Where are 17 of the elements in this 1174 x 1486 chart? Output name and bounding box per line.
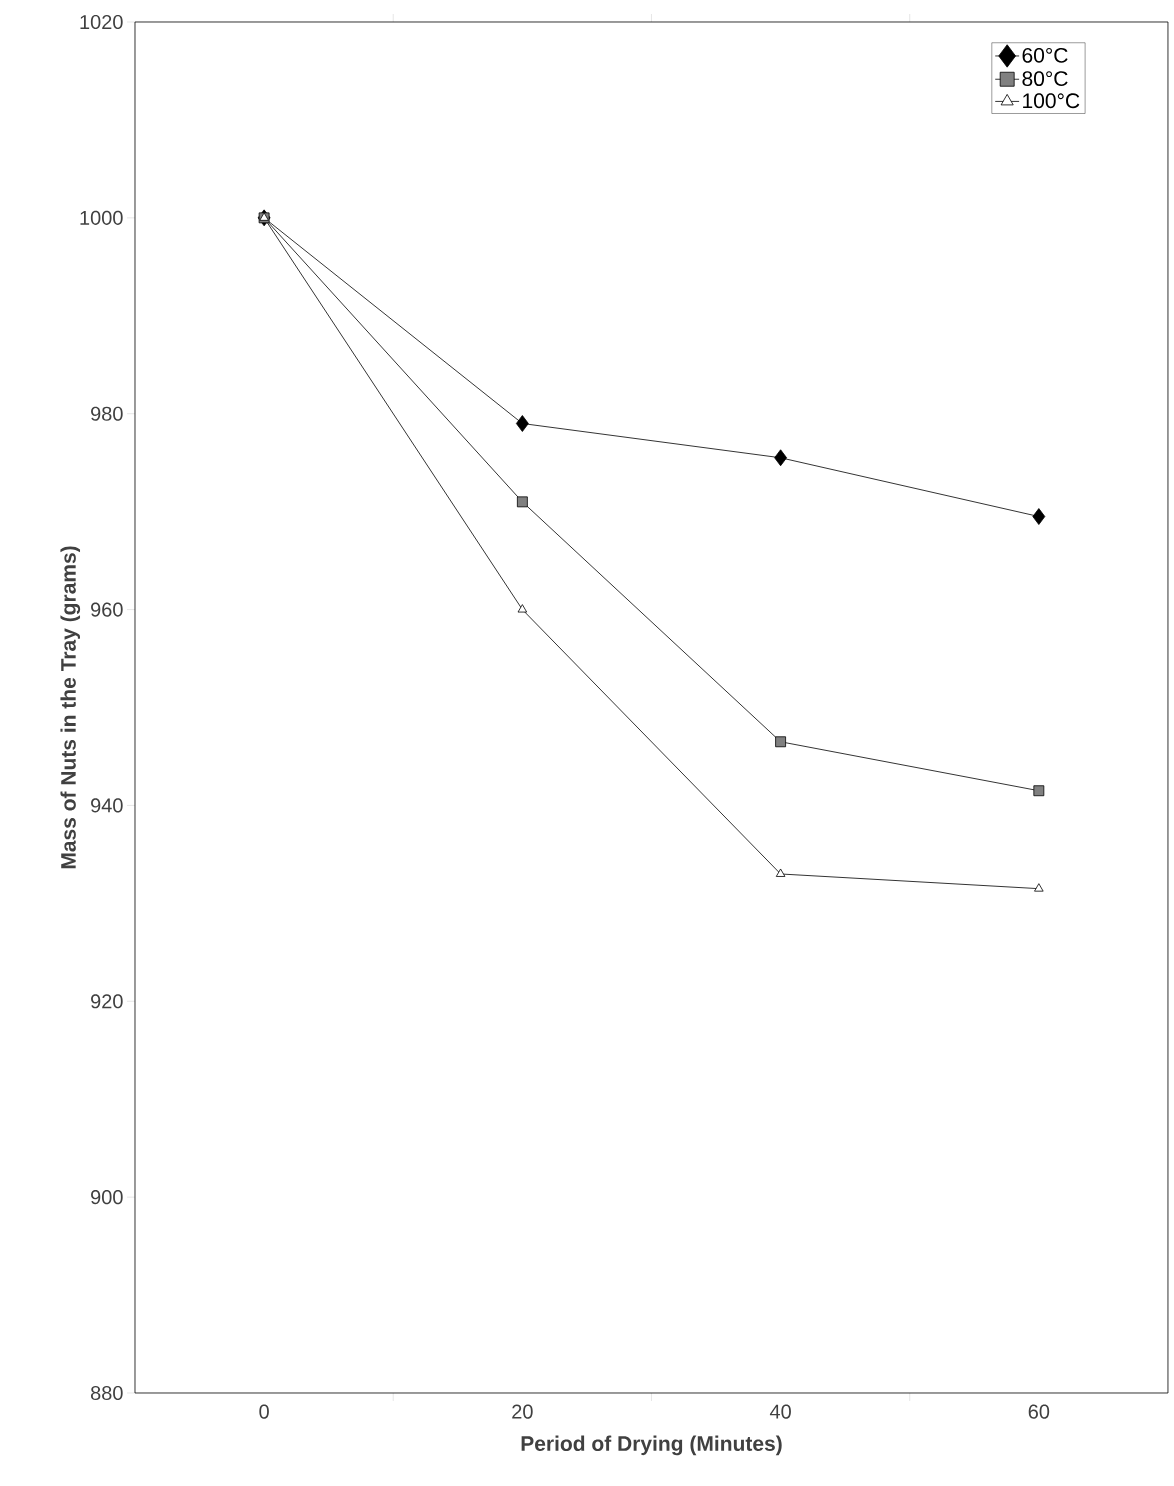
x-tick-label: 0 bbox=[259, 1404, 269, 1419]
x-tick-label: 20 bbox=[512, 1404, 533, 1419]
y-tick-label: 920 bbox=[91, 994, 123, 1009]
y-tick-label: 1000 bbox=[80, 210, 123, 225]
y-tick-label: 1020 bbox=[80, 14, 123, 30]
y-tick-label: 940 bbox=[91, 798, 123, 813]
x-axis-title: Period of Drying (Minutes) bbox=[521, 1435, 782, 1456]
y-tick-label: 900 bbox=[91, 1190, 123, 1205]
x-tick-label: 40 bbox=[769, 1404, 791, 1419]
y-axis-title: Mass of Nuts in the Tray (grams) bbox=[60, 546, 81, 869]
legend-label: 60°C bbox=[1022, 47, 1068, 63]
y-tick-label: 980 bbox=[91, 406, 123, 421]
x-tick-label: 60 bbox=[1028, 1404, 1050, 1419]
y-tick-label: 880 bbox=[90, 1385, 123, 1401]
y-tick-label: 960 bbox=[91, 602, 123, 617]
legend-label: 100°C bbox=[1023, 93, 1080, 109]
legend-label: 80°C bbox=[1022, 71, 1068, 87]
